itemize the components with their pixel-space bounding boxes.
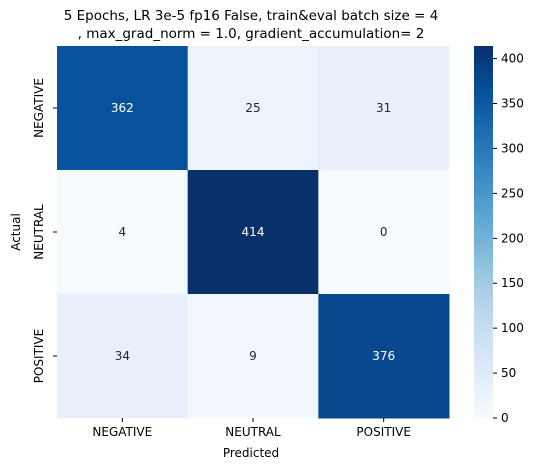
heatmap-cell <box>318 46 450 171</box>
cell-value-label: 376 <box>372 349 395 363</box>
colorbar-tick-label: 0 <box>501 411 509 425</box>
y-axis-ticks: NEGATIVE NEUTRAL POSITIVE <box>32 78 57 383</box>
x-axis-label: Predicted <box>223 446 279 460</box>
heatmap-cell <box>187 170 319 295</box>
cell-value-label: 362 <box>111 101 134 115</box>
x-tick-label: NEUTRAL <box>225 425 281 439</box>
colorbar-tick-label: 300 <box>501 141 524 155</box>
heatmap-cell <box>187 294 319 419</box>
colorbar-ticks: 0 50 100 150 200 250 300 350 400 <box>493 52 524 425</box>
cell-value-label: 4 <box>119 225 127 239</box>
colorbar-tick-label: 250 <box>501 186 524 200</box>
cell-value-label: 0 <box>380 225 388 239</box>
y-tick-label: NEGATIVE <box>32 78 46 138</box>
cell-value-label: 9 <box>249 349 257 363</box>
heatmap-cell <box>318 170 450 295</box>
y-tick-label: NEUTRAL <box>32 204 46 260</box>
x-tick-label: POSITIVE <box>356 425 411 439</box>
heatmap-cell <box>187 46 319 171</box>
colorbar <box>474 46 493 418</box>
colorbar-tick-label: 100 <box>501 321 524 335</box>
heatmap-cells: 362 25 31 4 414 0 34 9 376 <box>57 46 450 419</box>
cell-value-label: 25 <box>245 101 260 115</box>
x-tick-label: NEGATIVE <box>92 425 152 439</box>
heatmap-cell <box>318 294 450 419</box>
colorbar-tick-label: 400 <box>501 52 524 66</box>
heatmap-cell <box>57 46 189 171</box>
colorbar-tick-label: 350 <box>501 97 524 111</box>
colorbar-tick-label: 50 <box>501 366 516 380</box>
y-tick-label: POSITIVE <box>32 329 46 384</box>
cell-value-label: 414 <box>242 225 265 239</box>
heatmap-cell <box>57 170 189 295</box>
y-axis-label: Actual <box>9 213 23 251</box>
chart-title-line-1: 5 Epochs, LR 3e-5 fp16 False, train&eval… <box>64 8 439 24</box>
colorbar-tick-label: 200 <box>501 231 524 245</box>
colorbar-tick-label: 150 <box>501 276 524 290</box>
cell-value-label: 31 <box>376 101 391 115</box>
chart-title-line-2: , max_grad_norm = 1.0, gradient_accumula… <box>78 26 425 42</box>
heatmap-cell <box>57 294 189 419</box>
cell-value-label: 34 <box>115 349 130 363</box>
x-axis-ticks: NEGATIVE NEUTRAL POSITIVE <box>92 418 411 439</box>
